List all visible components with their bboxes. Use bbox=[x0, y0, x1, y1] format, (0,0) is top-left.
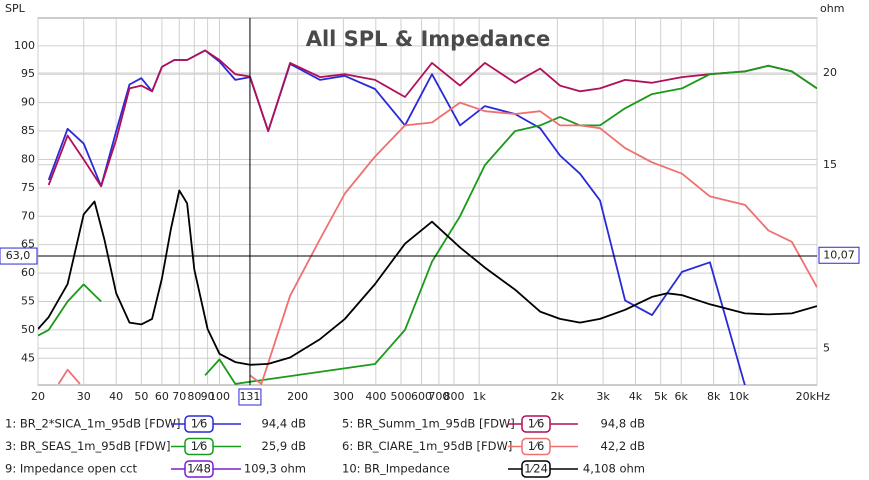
x-tick-label: 100 bbox=[209, 390, 230, 403]
traces bbox=[38, 49, 817, 385]
x-tick-label: 200 bbox=[287, 390, 308, 403]
x-tick-label: 20kHz bbox=[796, 390, 831, 403]
y2-tick-label: 15 bbox=[823, 158, 837, 171]
y-tick-label: 100 bbox=[14, 39, 35, 52]
y-tick-label: 70 bbox=[21, 209, 35, 222]
legend-label: 6: BR_CIARE_1m_95dB [FDW] bbox=[342, 439, 512, 453]
legend-label: 5: BR_Summ_1m_95dB [FDW] bbox=[342, 417, 515, 431]
legend-reading: 94,4 dB bbox=[262, 417, 307, 431]
cursor-x-label: 131 bbox=[239, 390, 260, 403]
legend-reading: 42,2 dB bbox=[601, 439, 646, 453]
y-tick-label: 95 bbox=[21, 67, 35, 80]
x-tick-label: 10k bbox=[729, 390, 750, 403]
legend-swatch-box bbox=[184, 437, 214, 456]
legend-smoothing: 1⁄6 bbox=[191, 417, 208, 431]
legend-swatch-box bbox=[184, 460, 214, 478]
y-tick-label: 55 bbox=[21, 294, 35, 307]
cursor-box bbox=[0, 247, 38, 265]
legend-reading: 4,108 ohm bbox=[583, 462, 645, 476]
y-tick-label: 85 bbox=[21, 124, 35, 137]
x-tick-label: 80 bbox=[187, 390, 201, 403]
y2-tick-label: 20 bbox=[823, 66, 837, 79]
legend-smoothing: 1⁄6 bbox=[528, 417, 545, 431]
cursor-box bbox=[238, 388, 262, 406]
legend-swatch-box bbox=[521, 415, 551, 433]
legend-label: 3: BR_SEAS_1m_95dB [FDW] bbox=[5, 439, 171, 453]
trace-line bbox=[47, 49, 746, 385]
x-tick-label: 5k bbox=[654, 390, 668, 403]
legend-smoothing: 1⁄24 bbox=[524, 462, 548, 476]
legend-swatch-box bbox=[521, 460, 551, 478]
trace-line bbox=[38, 189, 817, 366]
y-tick-label: 50 bbox=[21, 323, 35, 336]
x-tick-label: 2k bbox=[551, 390, 565, 403]
legend-reading: 94,8 dB bbox=[601, 417, 646, 431]
x-tick-label: 60 bbox=[155, 390, 169, 403]
trace-line bbox=[38, 64, 817, 385]
legend-reading: 25,9 dB bbox=[262, 439, 307, 453]
x-tick-label: 90 bbox=[201, 390, 215, 403]
x-tick-label: 3k bbox=[596, 390, 610, 403]
trace-line bbox=[47, 49, 817, 188]
legend-label: 10: BR_Impedance bbox=[342, 462, 450, 476]
x-tick-label: 40 bbox=[109, 390, 123, 403]
x-tick-label: 70 bbox=[172, 390, 186, 403]
y2-tick-label: 5 bbox=[823, 341, 830, 354]
x-tick-label: 20 bbox=[31, 390, 45, 403]
legend-smoothing: 1⁄6 bbox=[528, 439, 545, 453]
y-tick-label: 60 bbox=[21, 266, 35, 279]
legend-smoothing: 1⁄48 bbox=[187, 462, 211, 476]
y-tick-label: 90 bbox=[21, 96, 35, 109]
trace-line bbox=[57, 101, 817, 385]
y-tick-label: 45 bbox=[21, 351, 35, 364]
x-tick-label: 1k bbox=[472, 390, 486, 403]
cursor-y2-label: 10,07 bbox=[823, 248, 855, 261]
plot-area bbox=[37, 17, 818, 386]
legend-smoothing: 1⁄6 bbox=[191, 439, 208, 453]
y-tick-label: 65 bbox=[21, 238, 35, 251]
x-tick-label: 6k bbox=[675, 390, 689, 403]
chart-title: All SPL & Impedance bbox=[306, 27, 551, 51]
x-tick-label: 4k bbox=[629, 390, 643, 403]
grid bbox=[37, 18, 818, 385]
legend-swatch-box bbox=[521, 437, 551, 456]
x-tick-label: 300 bbox=[333, 390, 354, 403]
cursor-y-label: 63,0 bbox=[6, 249, 31, 262]
x-tick-label: 50 bbox=[134, 390, 148, 403]
cursor-box bbox=[818, 246, 860, 264]
y-axis-label: SPL bbox=[5, 2, 26, 15]
x-tick-label: 30 bbox=[77, 390, 91, 403]
x-tick-label: 600 bbox=[411, 390, 432, 403]
x-tick-label: 400 bbox=[365, 390, 386, 403]
legend-reading: 109,3 ohm bbox=[244, 462, 306, 476]
legend-label: 1: BR_2*SICA_1m_95dB [FDW] bbox=[5, 417, 180, 431]
legend-swatch-box bbox=[184, 415, 214, 433]
x-tick-label: 700 bbox=[428, 390, 449, 403]
x-tick-label: 8k bbox=[707, 390, 721, 403]
y-tick-label: 75 bbox=[21, 181, 35, 194]
y-tick-label: 80 bbox=[21, 152, 35, 165]
x-tick-label: 800 bbox=[444, 390, 465, 403]
y2-axis-label: ohm bbox=[820, 2, 844, 15]
legend-label: 9: Impedance open cct bbox=[5, 462, 138, 476]
x-tick-label: 500 bbox=[390, 390, 411, 403]
